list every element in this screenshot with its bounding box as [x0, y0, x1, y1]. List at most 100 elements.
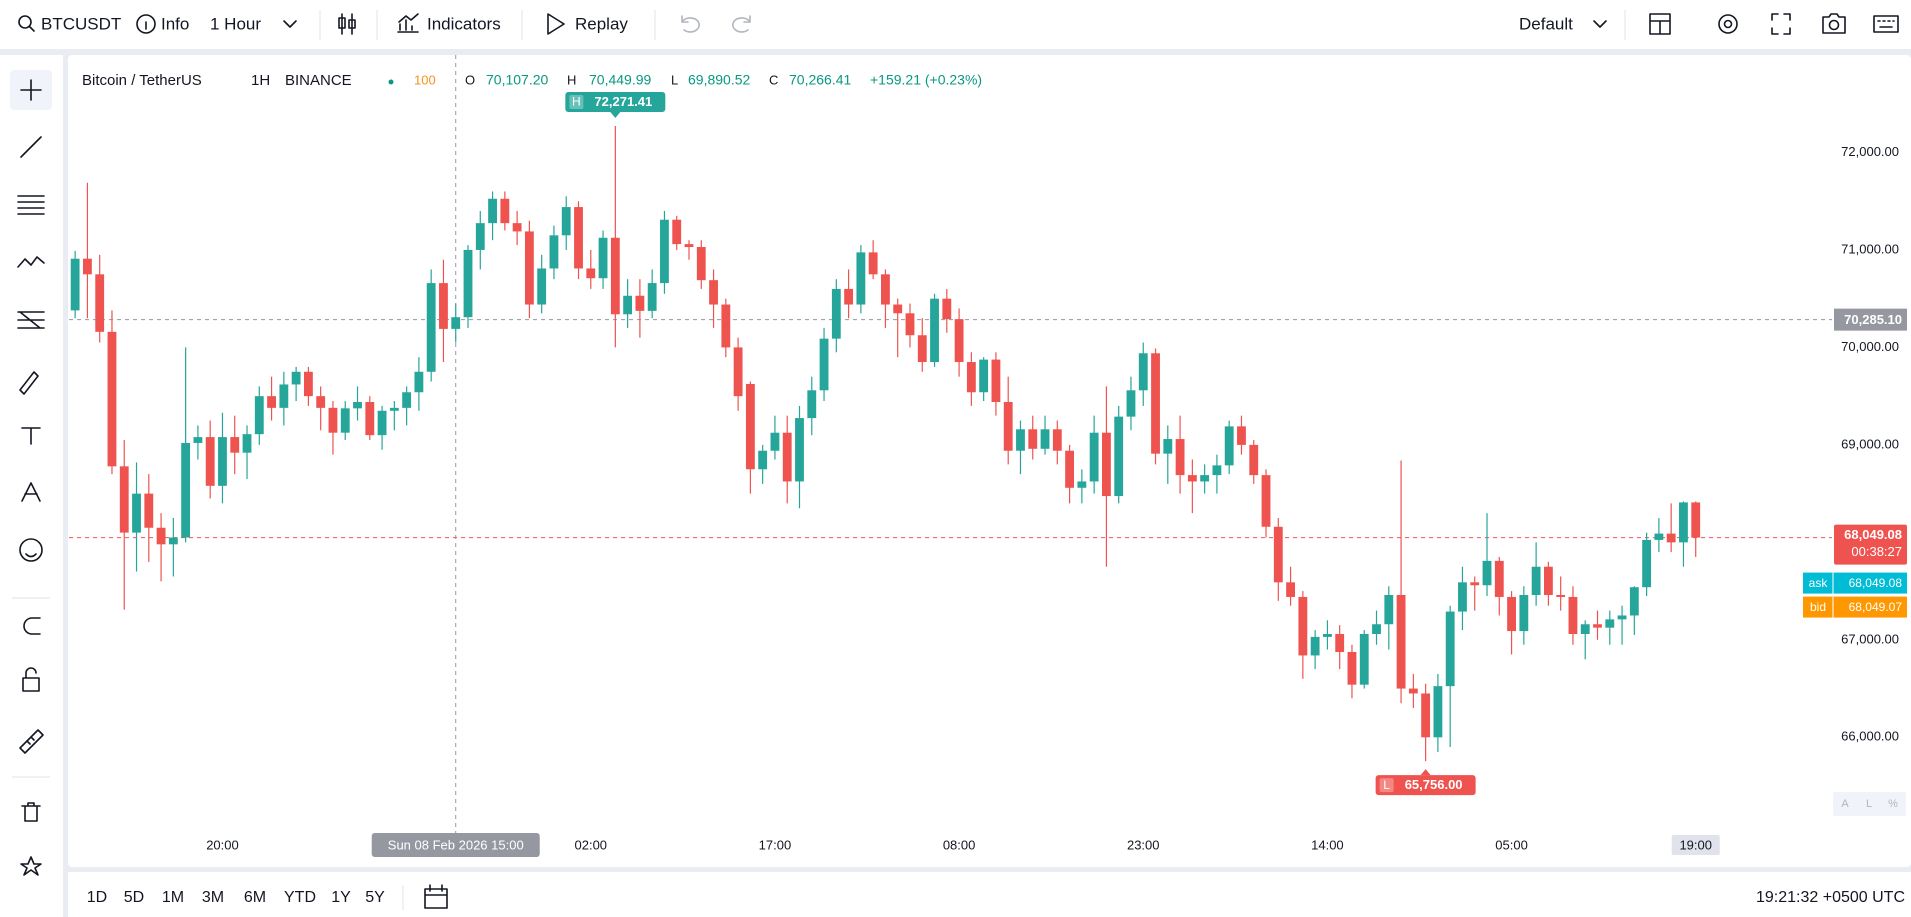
range-button[interactable]: 5D [124, 889, 144, 906]
candle-body [672, 219, 682, 245]
candle-body [709, 280, 718, 305]
scale-button[interactable]: L [1866, 798, 1872, 810]
candle-body [267, 396, 276, 408]
info-icon [136, 14, 156, 34]
settings-icon[interactable] [1718, 14, 1738, 34]
forecast-tool[interactable] [17, 311, 45, 329]
y-tick-label: 71,000.00 [1841, 241, 1899, 256]
candle-body [500, 198, 510, 224]
indicators-button[interactable]: Indicators [397, 13, 501, 33]
candle-body [549, 235, 559, 269]
candle-body [795, 418, 804, 482]
trend-line-tool[interactable] [20, 136, 42, 158]
ask-label: 68,049.08 [1849, 576, 1903, 590]
range-button[interactable]: 1Y [331, 889, 351, 906]
annotation-tool[interactable] [21, 482, 41, 502]
delete-tool[interactable] [21, 802, 41, 822]
candle-body [893, 304, 903, 314]
scale-button[interactable]: A [1841, 798, 1849, 810]
overlay: 66,000.0067,000.0068,000.0069,000.0070,0… [206, 92, 1907, 857]
ruler-tool[interactable] [19, 729, 44, 754]
magnet-tool[interactable] [23, 617, 41, 635]
candle-body [168, 537, 178, 545]
low-value: 69,890.52 [688, 72, 750, 88]
candle-body [1016, 429, 1025, 451]
scale-button[interactable]: % [1888, 798, 1898, 810]
info-button[interactable]: Info [136, 14, 189, 34]
bid-name: bid [1810, 600, 1826, 614]
layout-icon[interactable] [1649, 13, 1671, 35]
candle-body [389, 407, 399, 411]
range-button[interactable]: 5Y [365, 889, 385, 906]
crosshair-tool[interactable] [20, 79, 42, 101]
candle-body [1666, 533, 1676, 543]
candle-body [610, 237, 620, 315]
candle-body [586, 268, 596, 279]
lock-tool[interactable] [22, 667, 40, 692]
candle-body [451, 317, 461, 329]
high_marker-letter: H [572, 95, 581, 109]
text-tool[interactable] [21, 427, 41, 445]
fib-tool[interactable] [17, 195, 45, 215]
candle-body [1482, 560, 1492, 586]
candle-body [721, 304, 731, 348]
symbol-search[interactable]: BTCUSDT [18, 14, 121, 33]
candle-body [1470, 582, 1480, 586]
candle-body [782, 432, 792, 482]
candle-body [1077, 481, 1087, 488]
range-button[interactable]: 1M [162, 889, 184, 906]
keyboard-icon[interactable] [1873, 15, 1899, 33]
favorites-tool[interactable] [20, 856, 42, 876]
redo-icon[interactable] [732, 15, 751, 33]
candle-body [402, 392, 412, 408]
snapshot-icon[interactable] [1822, 13, 1846, 34]
crosshair-price-box [1834, 308, 1907, 331]
candle-body [660, 219, 669, 284]
x-tick-label: 19:00 [1679, 837, 1712, 852]
settings-icon [1723, 19, 1733, 29]
candle-body [1654, 533, 1664, 540]
left-toolbar [0, 55, 63, 917]
candle-body [1519, 595, 1529, 632]
candle-body [942, 298, 952, 320]
indicators-icon [397, 13, 419, 33]
undo-icon[interactable] [681, 15, 700, 33]
candle-body [1372, 624, 1381, 634]
candle-body [463, 249, 473, 318]
range-button[interactable]: 6M [244, 889, 266, 906]
ask-box [1803, 572, 1907, 594]
x-tick-label: 08:00 [943, 837, 976, 852]
range-button[interactable]: 1D [87, 889, 107, 906]
range-button[interactable]: 3M [202, 889, 224, 906]
pattern-tool[interactable] [17, 256, 45, 268]
volume: 100 [414, 72, 436, 87]
candle-body [831, 288, 841, 339]
candle-body [770, 432, 780, 451]
range-button[interactable]: YTD [284, 889, 316, 906]
interval-button[interactable]: 1 Hour [210, 14, 297, 33]
candle-body [979, 359, 989, 393]
candle-body [647, 283, 657, 311]
candle-body [1531, 566, 1541, 595]
x-tick-label: 05:00 [1495, 837, 1528, 852]
info-label: Info [161, 14, 189, 33]
emoji-tool[interactable] [19, 538, 43, 562]
candle-body [193, 437, 203, 443]
countdown: 00:38:27 [1851, 544, 1902, 559]
brush-tool[interactable] [19, 371, 39, 395]
candle-body [1200, 475, 1210, 482]
candle-body [1261, 475, 1271, 527]
high_marker-label: 72,271.41 [594, 94, 652, 109]
replay-button[interactable]: Replay [547, 13, 628, 35]
fullscreen-icon[interactable] [1771, 13, 1791, 35]
layout-button[interactable]: Default [1519, 14, 1607, 33]
legend: Bitcoin / TetherUS 1H BINANCE 100 O 70,1… [82, 72, 982, 89]
chart-type-button[interactable] [338, 13, 356, 35]
goto-date-icon[interactable] [424, 884, 448, 909]
candle-body [574, 207, 583, 269]
candle-body [1065, 450, 1075, 488]
snapshot-icon [1828, 19, 1840, 31]
low_marker-letter-box [1379, 778, 1394, 793]
candle-body [758, 450, 768, 470]
